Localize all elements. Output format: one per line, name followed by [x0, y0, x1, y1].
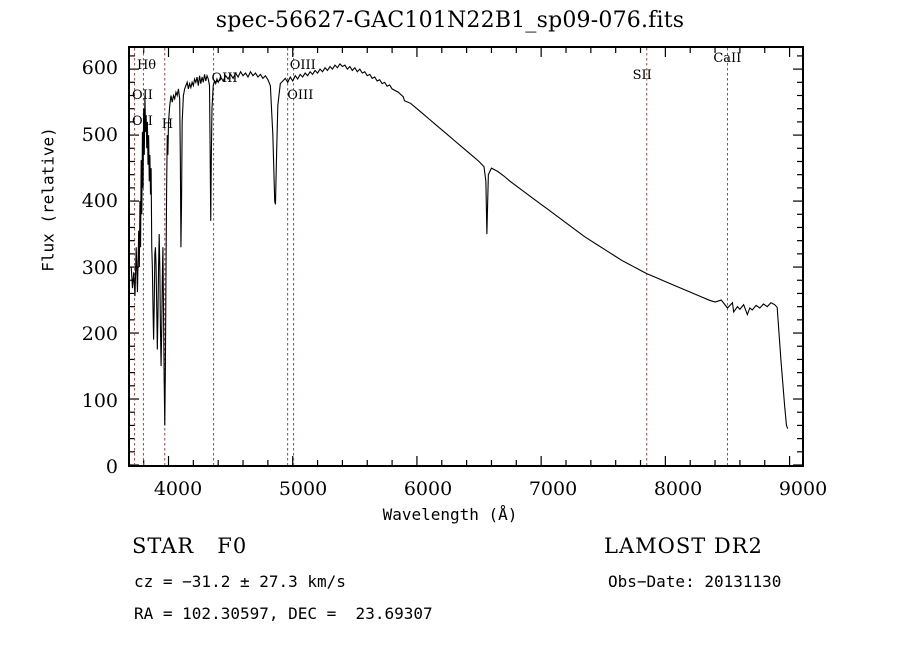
obs-date: Obs−Date: 20131130 — [608, 572, 782, 591]
line-marker-label: H — [161, 117, 174, 133]
x-tick-label: 9000 — [778, 478, 828, 500]
y-tick-label: 600 — [81, 57, 118, 79]
line-marker-label: OII — [132, 113, 153, 129]
line-marker-label: Hθ — [136, 57, 157, 73]
y-tick-label: 400 — [81, 190, 118, 212]
axis-ticks — [130, 48, 802, 465]
spectrum-trace — [130, 62, 789, 429]
x-tick-label: 7000 — [528, 478, 578, 500]
y-tick-label: 100 — [81, 390, 118, 412]
spectrum-svg — [130, 48, 802, 465]
x-tick-label: 8000 — [653, 478, 703, 500]
line-marker-label: OIII — [289, 57, 316, 73]
x-axis-title: Wavelength (Å) — [382, 505, 518, 524]
object-class: STAR F0 — [132, 534, 248, 558]
x-tick-label: 5000 — [278, 478, 328, 500]
x-tick-label: 4000 — [153, 478, 203, 500]
y-tick-label: 500 — [81, 124, 118, 146]
line-marker-label: OIII — [287, 87, 314, 103]
plot-frame: OII OII Hθ H OIII OIII OIII SII CaII — [128, 46, 804, 467]
line-marker-label: SII — [632, 67, 652, 83]
coordinates: RA = 102.30597, DEC = 23.69307 — [134, 604, 433, 623]
survey-name: LAMOST DR2 — [604, 534, 763, 558]
y-axis-title: Flux (relative) — [38, 127, 58, 272]
line-marker-label: OIII — [211, 71, 238, 86]
line-marker-label: OII — [132, 87, 153, 103]
plot-canvas — [130, 48, 802, 465]
y-tick-label: 300 — [81, 257, 118, 279]
page-title: spec-56627-GAC101N22B1_sp09-076.fits — [215, 8, 685, 33]
y-tick-label: 0 — [105, 456, 118, 478]
cz-value: cz = −31.2 ± 27.3 km/s — [134, 572, 346, 591]
y-tick-label: 200 — [81, 323, 118, 345]
line-marker-label: CaII — [713, 51, 742, 67]
line-marker-rules — [134, 48, 728, 465]
x-tick-label: 6000 — [403, 478, 453, 500]
